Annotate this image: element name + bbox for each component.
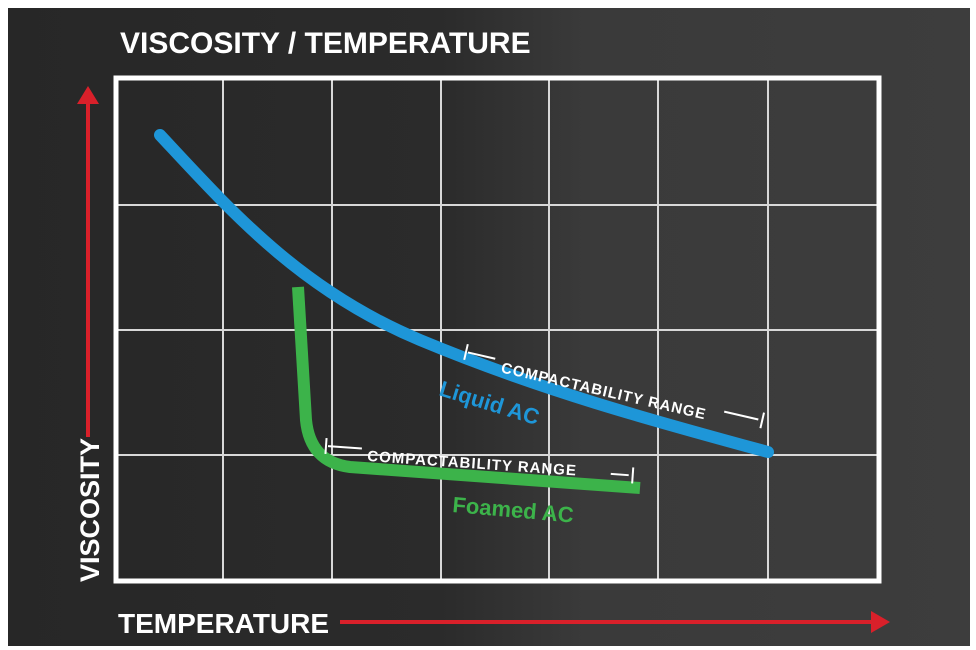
- liquid-curve: [154, 129, 774, 458]
- background: [8, 8, 970, 646]
- title: VISCOSITY / TEMPERATURE: [120, 27, 531, 60]
- foamed-curve: [292, 286, 641, 494]
- plot-frame: [113, 75, 882, 584]
- y-axis-label: VISCOSITY: [75, 438, 105, 582]
- y-arrowhead: [77, 86, 99, 104]
- x-axis-label: TEMPERATURE: [118, 608, 329, 639]
- x-arrowhead: [871, 611, 890, 633]
- grid: [117, 79, 878, 580]
